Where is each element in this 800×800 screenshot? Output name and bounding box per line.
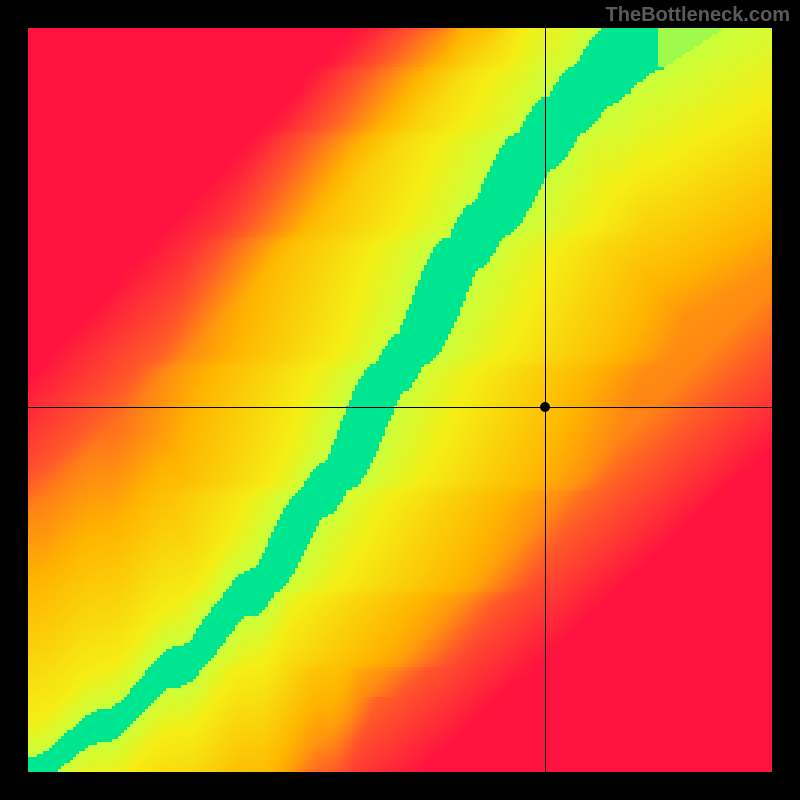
frame-border-left	[0, 0, 28, 800]
frame-border-bottom	[0, 772, 800, 800]
frame-border-top	[0, 0, 800, 28]
frame-border-right	[772, 0, 800, 800]
crosshair-vertical	[545, 28, 546, 772]
chart-container: TheBottleneck.com	[0, 0, 800, 800]
crosshair-horizontal	[28, 407, 772, 408]
bottleneck-heatmap	[28, 28, 772, 772]
